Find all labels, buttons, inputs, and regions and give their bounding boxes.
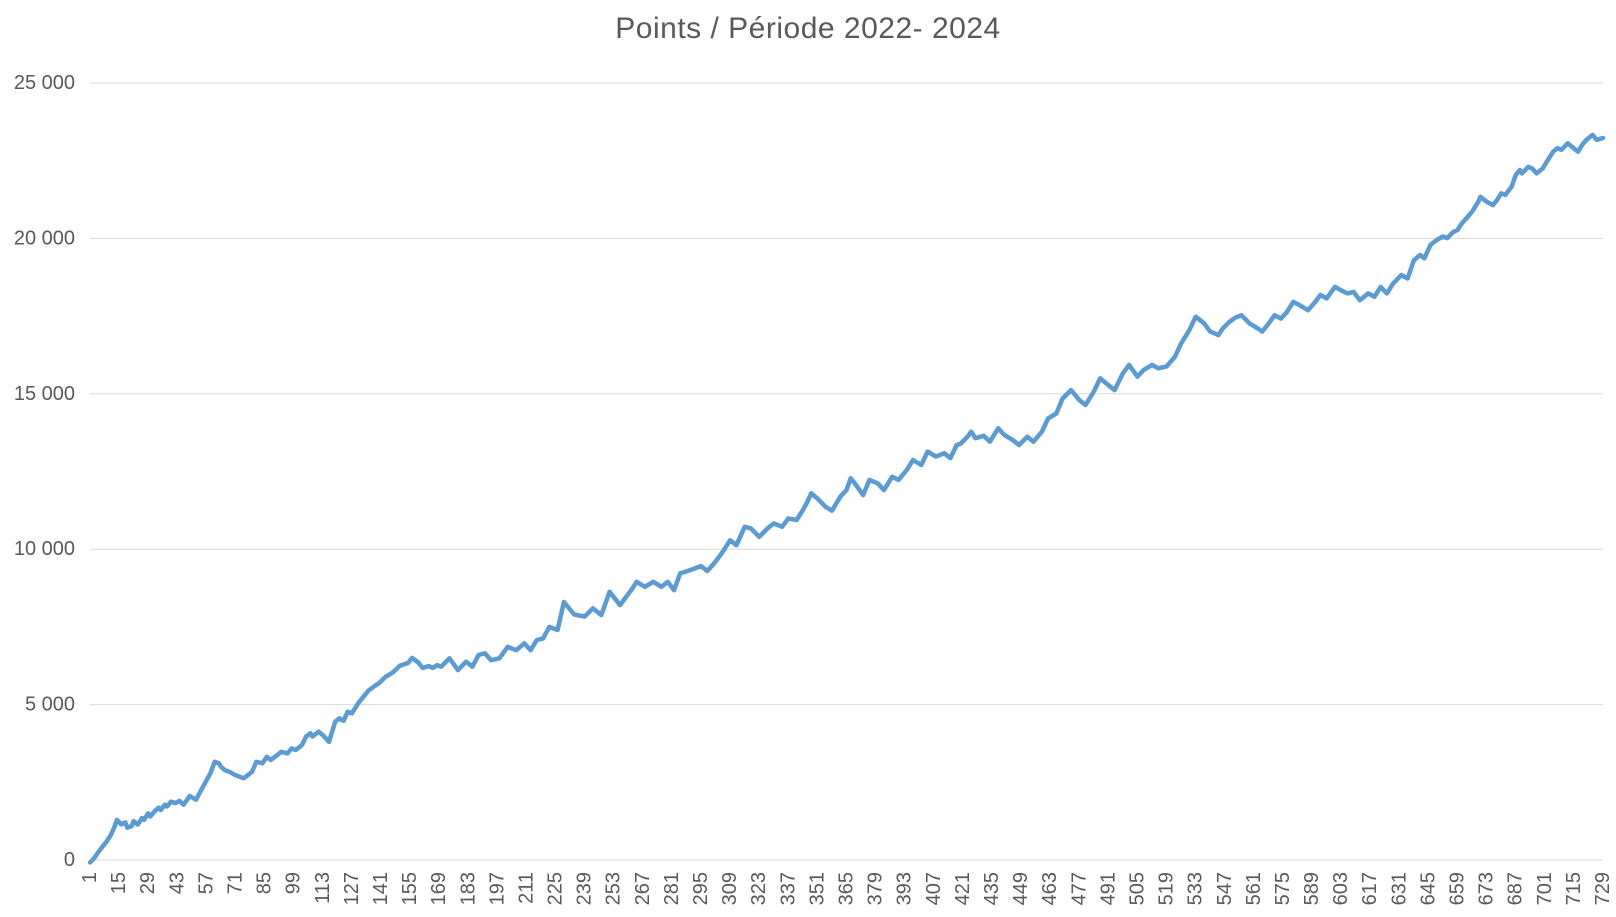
x-axis-tick-label: 421 bbox=[952, 872, 974, 905]
x-axis-tick-label: 365 bbox=[836, 872, 858, 905]
x-axis-tick-label: 477 bbox=[1068, 872, 1090, 905]
x-axis-tick-label: 295 bbox=[690, 872, 712, 905]
x-axis-tick-label: 701 bbox=[1534, 872, 1556, 905]
x-axis-tick-label: 211 bbox=[515, 872, 537, 904]
x-axis-tick-label: 169 bbox=[428, 872, 450, 905]
y-axis-tick-label: 15 000 bbox=[14, 383, 75, 405]
y-axis-tick-label: 10 000 bbox=[14, 538, 75, 560]
x-axis-tick-label: 519 bbox=[1156, 872, 1178, 905]
y-axis-tick-label: 25 000 bbox=[14, 72, 75, 94]
x-axis-tick-label: 673 bbox=[1476, 872, 1498, 905]
x-axis-labels: 1 15 29 43 57 71 85 99 113 127 141 155 169 183 197 211 2… bbox=[79, 872, 1614, 905]
x-axis-tick-label: 617 bbox=[1359, 872, 1381, 905]
x-axis-tick-label: 57 bbox=[195, 872, 217, 894]
x-axis-tick-label: 29 bbox=[137, 872, 159, 894]
x-axis-tick-label: 659 bbox=[1447, 872, 1469, 905]
x-axis-tick-label: 155 bbox=[399, 872, 421, 905]
y-axis-tick-label: 0 bbox=[64, 849, 75, 871]
x-axis-tick-label: 393 bbox=[894, 872, 916, 905]
chart-title: Points / Période 2022- 2024 bbox=[615, 12, 1001, 45]
x-axis-tick-label: 589 bbox=[1301, 872, 1323, 905]
x-axis-tick-label: 309 bbox=[719, 872, 741, 905]
x-axis-tick-label: 547 bbox=[1214, 872, 1236, 905]
x-axis-tick-label: 729 bbox=[1592, 872, 1614, 905]
x-axis-tick-label: 715 bbox=[1563, 872, 1585, 905]
x-axis-tick-label: 43 bbox=[166, 872, 188, 894]
x-axis-tick-label: 687 bbox=[1505, 872, 1527, 905]
x-axis-tick-label: 15 bbox=[108, 872, 130, 894]
x-axis-tick-label: 141 bbox=[370, 872, 392, 905]
x-axis-tick-label: 113 bbox=[312, 872, 334, 904]
y-axis-labels: 0 5 000 10 000 15 000 20 000 25 000 bbox=[14, 72, 75, 871]
y-axis-tick-label: 20 000 bbox=[14, 227, 75, 249]
x-axis-tick-label: 281 bbox=[661, 872, 683, 905]
x-axis-tick-label: 71 bbox=[224, 872, 246, 894]
x-axis-tick-label: 631 bbox=[1388, 872, 1410, 905]
x-axis-tick-label: 449 bbox=[1010, 872, 1032, 905]
x-axis-tick-label: 561 bbox=[1243, 872, 1265, 905]
series-line-points bbox=[87, 132, 1606, 865]
y-axis-tick-label: 5 000 bbox=[25, 694, 75, 716]
x-axis-tick-label: 85 bbox=[254, 872, 276, 894]
x-axis-tick-label: 197 bbox=[486, 872, 508, 905]
x-axis-tick-label: 379 bbox=[865, 872, 887, 905]
x-axis-tick-label: 1 bbox=[79, 872, 101, 883]
x-axis-tick-label: 533 bbox=[1185, 872, 1207, 905]
x-axis-tick-label: 267 bbox=[632, 872, 654, 905]
x-axis-tick-label: 645 bbox=[1417, 872, 1439, 905]
x-axis-tick-label: 323 bbox=[748, 872, 770, 905]
x-axis-tick-label: 239 bbox=[574, 872, 596, 905]
x-axis-tick-label: 253 bbox=[603, 872, 625, 905]
series-group bbox=[87, 132, 1606, 865]
x-axis-tick-label: 99 bbox=[283, 872, 305, 894]
x-axis-tick-label: 407 bbox=[923, 872, 945, 905]
x-axis-tick-label: 505 bbox=[1126, 872, 1148, 905]
x-axis-tick-label: 435 bbox=[981, 872, 1003, 905]
x-axis-tick-label: 491 bbox=[1097, 872, 1119, 905]
y-gridlines bbox=[90, 82, 1603, 861]
x-axis-tick-label: 225 bbox=[545, 872, 567, 905]
x-axis-tick-label: 575 bbox=[1272, 872, 1294, 905]
x-axis-tick-label: 183 bbox=[457, 872, 479, 905]
x-axis-tick-label: 127 bbox=[341, 872, 363, 905]
x-axis-tick-label: 337 bbox=[777, 872, 799, 905]
x-axis-tick-label: 351 bbox=[806, 872, 828, 905]
x-axis-tick-label: 463 bbox=[1039, 872, 1061, 905]
x-axis-tick-label: 603 bbox=[1330, 872, 1352, 905]
